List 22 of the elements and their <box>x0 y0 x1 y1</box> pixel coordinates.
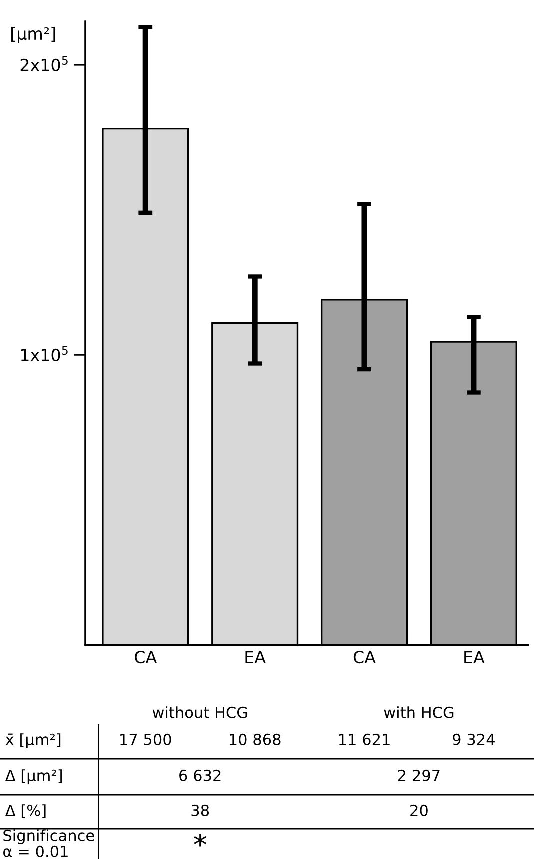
text: x̄ [µm²] <box>6 734 61 748</box>
text: 6 632 <box>180 770 221 782</box>
text: 10 868 <box>230 734 281 746</box>
x-tick-label: CA <box>135 650 158 664</box>
text: Significance α = 0.01 <box>4 830 94 858</box>
text: 2 297 <box>398 770 440 782</box>
text: 11 621 <box>339 734 390 746</box>
text: with HCG <box>384 706 454 718</box>
text: Δ [%] <box>5 804 46 818</box>
text: 38 <box>192 804 210 816</box>
text: without HCG <box>152 706 248 718</box>
y-tick-label: 2x10$^{5}$ <box>20 56 68 72</box>
text: 9 324 <box>453 734 495 746</box>
y-tick-label: 1x10$^{5}$ <box>21 346 68 362</box>
y-axis-title: [µm²] <box>12 27 56 44</box>
x-tick-label: CA <box>354 650 376 664</box>
x-tick-label: EA <box>246 651 266 664</box>
text: 17 500 <box>120 734 172 746</box>
text: Δ [µm²] <box>5 770 62 784</box>
x-tick-label: EA <box>464 651 485 664</box>
text: 20 <box>410 804 428 816</box>
text: * <box>194 834 206 847</box>
